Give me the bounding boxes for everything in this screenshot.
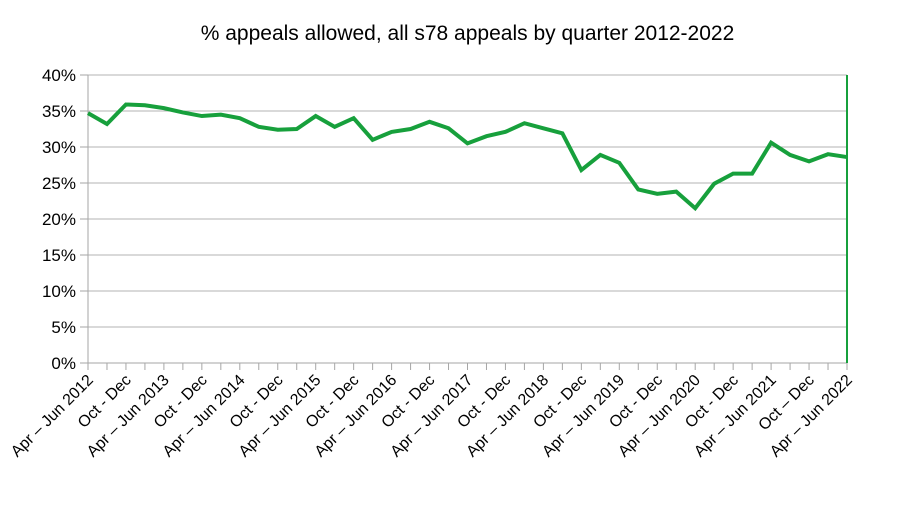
y-axis-tick-label: 0% [51, 354, 76, 373]
y-axis-tick-label: 5% [51, 318, 76, 337]
series-line [87, 102, 848, 212]
y-axis-tick-label: 40% [42, 66, 76, 85]
y-axis-tick-label: 30% [42, 138, 76, 157]
chart-title: % appeals allowed, all s78 appeals by qu… [200, 22, 735, 45]
y-axis-tick-label: 35% [42, 102, 76, 121]
y-axis-tick-label: 10% [42, 282, 76, 301]
y-axis-tick-label: 20% [42, 210, 76, 229]
y-axis-tick-label: 15% [42, 246, 76, 265]
y-axis-tick-label: 25% [42, 174, 76, 193]
